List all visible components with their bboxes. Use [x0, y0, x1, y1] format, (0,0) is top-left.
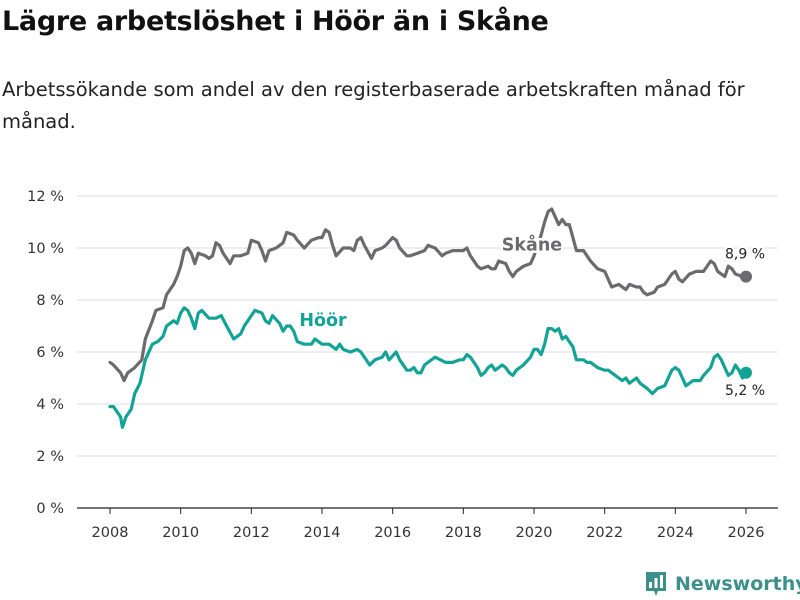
x-tick-label: 2022 [586, 525, 623, 541]
series-name-label: Höör [299, 311, 347, 331]
series-name-label: Skåne [502, 234, 563, 256]
x-tick-label: 2016 [374, 525, 411, 541]
y-tick-label: 2 % [36, 449, 64, 465]
series-end-value-label: 8,9 % [725, 247, 765, 263]
y-tick-label: 4 % [36, 397, 64, 413]
y-tick-label: 12 % [27, 189, 64, 205]
x-tick-label: 2010 [162, 525, 199, 541]
y-tick-label: 8 % [36, 293, 64, 309]
series-labels: Skåne Höör 8,9 % 5,2 % [297, 231, 767, 401]
x-axis: 2008 2010 2012 2014 2016 2018 2020 2022 2024 2026 [77, 507, 778, 541]
series-line-skne [108, 207, 748, 383]
newsworthy-logo: Newsworthy [645, 568, 800, 600]
x-tick-label: 2018 [445, 525, 482, 541]
x-tick-label: 2020 [516, 525, 553, 541]
series-lines [108, 207, 752, 429]
line-chart: 0 % 2 % 4 % 6 % 8 % 10 % 12 % 2008 2010 2012 2014… [27, 189, 778, 541]
x-tick-label: 2012 [233, 525, 270, 541]
x-tick-label: 2008 [92, 525, 129, 541]
chart-subtitle: Arbetssökande som andel av den registerb… [2, 78, 745, 133]
series-end-marker-hr [740, 366, 752, 379]
bar-chart-logo-icon [646, 572, 666, 596]
y-tick-label: 6 % [36, 345, 64, 361]
chart-title: Lägre arbetslöshet i Höör än i Skåne [2, 6, 549, 37]
x-tick-label: 2026 [728, 525, 765, 541]
y-axis-tick-labels: 0 % 2 % 4 % 6 % 8 % 10 % 12 % [27, 189, 64, 517]
brand-name: Newsworthy [675, 573, 800, 595]
y-tick-label: 10 % [27, 241, 64, 257]
y-tick-label: 0 % [36, 501, 64, 517]
gridlines [77, 195, 778, 457]
x-tick-label: 2014 [304, 525, 341, 541]
series-end-marker-skne [740, 270, 752, 283]
series-end-value-label: 5,2 % [725, 383, 765, 399]
series-line-hr [108, 306, 748, 429]
x-tick-label: 2024 [657, 525, 694, 541]
